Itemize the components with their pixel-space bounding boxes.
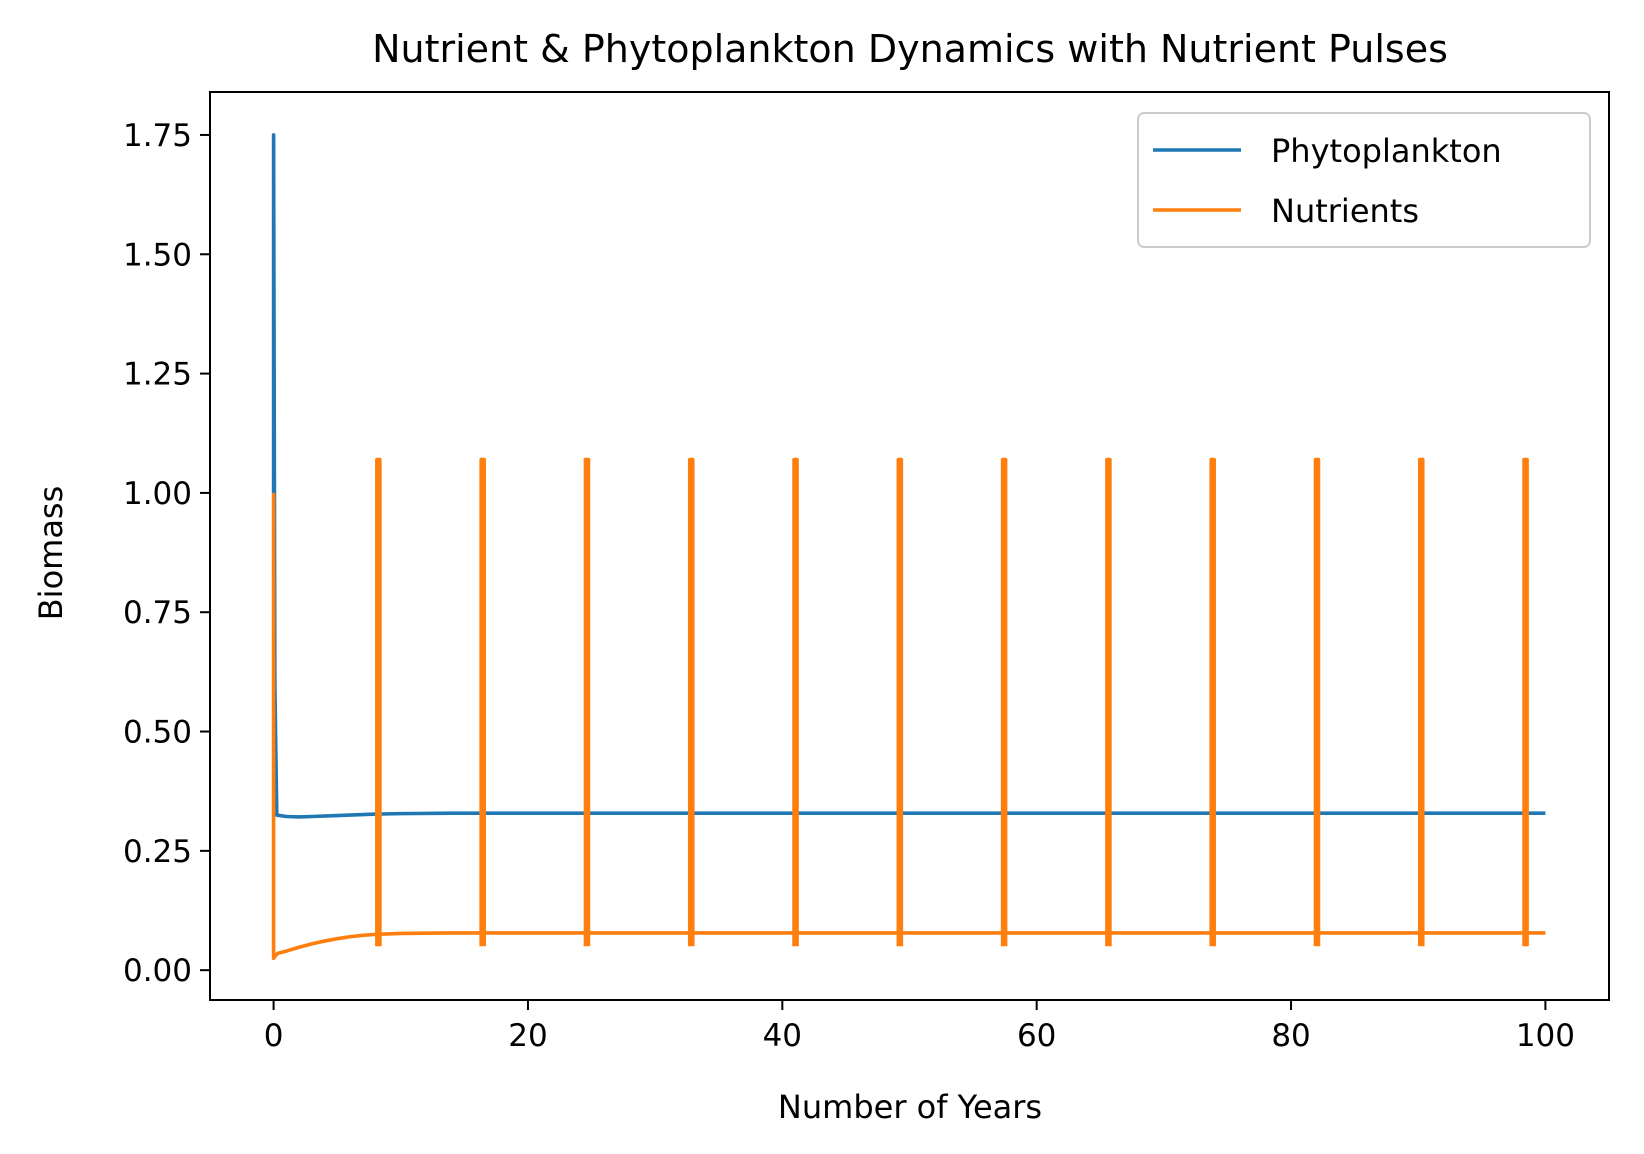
legend-box (1137, 112, 1591, 248)
nutrients-pulse (1522, 457, 1529, 947)
y-axis: 0.00 0.25 0.50 0.75 1.00 1.25 1.50 1.75 (123, 118, 210, 989)
nutrients-pulse (375, 457, 382, 947)
legend-label-phytoplankton: Phytoplankton (1271, 132, 1502, 170)
chart-title: Nutrient & Phytoplankton Dynamics with N… (372, 27, 1448, 71)
y-tick-label: 1.00 (123, 476, 192, 512)
y-tick-label: 0.00 (123, 953, 192, 989)
nutrients-line (271, 492, 1546, 961)
x-tick-label: 0 (264, 1018, 284, 1054)
plot-area (271, 133, 1546, 961)
x-tick-label: 60 (1017, 1018, 1056, 1054)
y-tick-label: 0.75 (123, 595, 192, 631)
legend: Phytoplankton Nutrients (1137, 112, 1591, 248)
x-axis-label: Number of Years (778, 1088, 1042, 1126)
nutrients-pulse (1313, 457, 1321, 947)
x-tick-label: 40 (763, 1018, 802, 1054)
plot-frame (209, 91, 1610, 1001)
y-tick-label: 0.25 (123, 834, 192, 870)
legend-label-nutrients: Nutrients (1271, 192, 1419, 230)
x-axis: 0 20 40 60 80 100 (264, 1000, 1575, 1054)
y-tick-label: 1.25 (123, 357, 192, 393)
y-axis-label: Biomass (32, 486, 70, 621)
nutrients-pulse (583, 457, 591, 947)
nutrients-pulse (792, 457, 799, 947)
x-tick-label: 100 (1516, 1018, 1575, 1054)
nutrients-pulse (1209, 457, 1216, 947)
nutrients-pulse (479, 457, 486, 947)
x-tick-label: 20 (508, 1018, 547, 1054)
y-tick-label: 0.50 (123, 715, 192, 751)
x-tick-label: 80 (1271, 1018, 1310, 1054)
y-tick-label: 1.75 (123, 118, 192, 154)
nutrients-pulse (896, 457, 904, 947)
nutrients-pulse (1000, 457, 1008, 947)
y-tick-label: 1.50 (123, 237, 192, 273)
nutrients-pulse (1417, 457, 1425, 947)
nutrients-pulse (1105, 457, 1112, 947)
nutrients-pulse (687, 457, 695, 947)
